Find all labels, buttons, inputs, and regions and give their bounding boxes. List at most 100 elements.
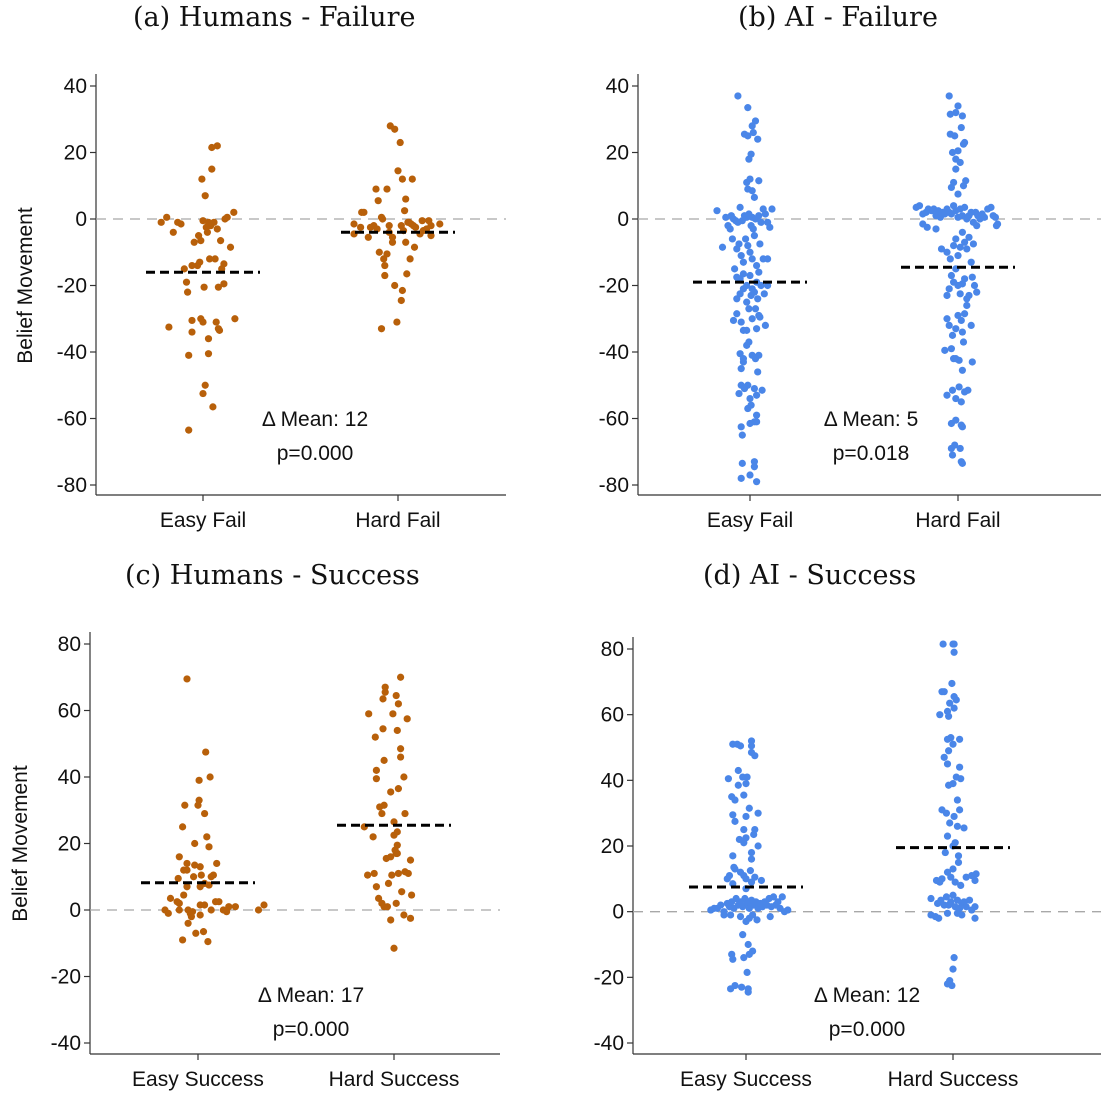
- data-point: [958, 228, 967, 236]
- data-point: [750, 463, 759, 471]
- data-point: [394, 869, 402, 878]
- y-axis-label: Belief Movement: [14, 207, 37, 364]
- data-point: [380, 756, 388, 764]
- data-point: [213, 142, 221, 150]
- data-point: [207, 906, 215, 914]
- data-point: [436, 220, 444, 228]
- series-hard-success: [337, 673, 451, 952]
- data-point: [194, 801, 202, 809]
- data-point: [731, 817, 739, 825]
- data-point: [185, 426, 193, 434]
- data-point: [175, 906, 183, 914]
- data-point: [750, 384, 759, 393]
- panel-c: 80 60 40 20 0 -20 -40 Easy Success Hard Success B…: [9, 632, 500, 1091]
- data-point: [750, 458, 759, 466]
- data-point: [382, 854, 390, 863]
- data-point: [962, 177, 970, 185]
- data-point: [938, 875, 946, 883]
- data-point: [179, 936, 187, 944]
- data-point: [390, 818, 398, 826]
- data-point: [747, 848, 756, 857]
- data-point: [370, 869, 378, 878]
- data-point: [164, 909, 172, 917]
- data-point: [204, 937, 212, 946]
- data-point: [372, 185, 380, 193]
- data-point: [201, 901, 209, 909]
- data-point: [753, 391, 761, 399]
- data-point: [755, 311, 763, 320]
- data-point: [183, 883, 191, 891]
- data-point: [180, 265, 188, 273]
- data-point: [945, 712, 953, 720]
- data-point: [713, 207, 721, 215]
- data-point: [190, 873, 198, 881]
- data-point: [718, 243, 727, 251]
- data-point: [199, 318, 207, 326]
- y-tick-label: 60: [58, 700, 81, 723]
- data-point: [963, 245, 971, 253]
- data-point: [383, 903, 391, 911]
- data-point: [364, 233, 372, 241]
- y-tick-label: 40: [64, 75, 87, 98]
- data-point: [734, 781, 742, 789]
- data-point: [402, 238, 410, 246]
- data-point: [971, 876, 979, 885]
- data-point: [947, 898, 955, 906]
- data-point: [954, 852, 963, 860]
- data-point: [946, 110, 954, 118]
- data-point: [956, 806, 964, 814]
- data-point: [757, 876, 766, 885]
- data-point: [199, 217, 207, 225]
- y-tick-label: -20: [51, 966, 81, 989]
- data-point: [952, 165, 960, 173]
- data-point: [403, 715, 411, 723]
- data-point: [941, 848, 949, 857]
- data-point: [994, 220, 1002, 228]
- data-point: [408, 175, 416, 183]
- data-point: [401, 809, 409, 818]
- data-point: [927, 894, 935, 903]
- data-point: [398, 286, 406, 295]
- series-easy-fail: [693, 92, 807, 486]
- data-point: [940, 688, 948, 696]
- delta-mean-annotation: Δ Mean: 17: [258, 984, 364, 1007]
- data-point: [764, 281, 772, 290]
- data-point: [726, 225, 734, 233]
- y-axis-label: Belief Movement: [9, 765, 32, 922]
- data-point: [757, 218, 765, 226]
- data-point: [173, 898, 181, 906]
- data-point: [735, 389, 743, 398]
- data-point: [968, 273, 976, 281]
- data-point: [734, 92, 742, 100]
- data-point: [947, 271, 956, 280]
- data-point: [958, 366, 967, 374]
- data-point: [203, 833, 211, 841]
- data-point: [946, 819, 954, 827]
- data-point: [729, 316, 738, 325]
- data-point: [254, 906, 263, 914]
- data-point: [383, 185, 391, 193]
- data-point: [220, 280, 228, 288]
- data-point: [427, 232, 435, 240]
- data-point: [965, 896, 974, 904]
- data-point: [751, 305, 760, 313]
- data-point: [188, 328, 196, 336]
- data-point: [384, 879, 393, 888]
- data-point: [736, 203, 744, 211]
- data-point: [736, 742, 745, 750]
- data-point: [724, 775, 733, 783]
- data-point: [737, 474, 745, 482]
- y-tick-label: 60: [601, 704, 624, 727]
- data-point: [747, 737, 756, 745]
- data-point: [755, 177, 763, 185]
- data-point: [948, 148, 957, 157]
- data-point: [746, 394, 754, 403]
- data-point: [950, 704, 958, 712]
- y-tick-label: -40: [51, 1032, 81, 1055]
- data-point: [956, 158, 964, 167]
- data-point: [766, 912, 774, 921]
- data-point: [754, 295, 762, 303]
- data-point: [191, 861, 199, 869]
- data-point: [957, 398, 965, 406]
- data-point: [210, 218, 218, 226]
